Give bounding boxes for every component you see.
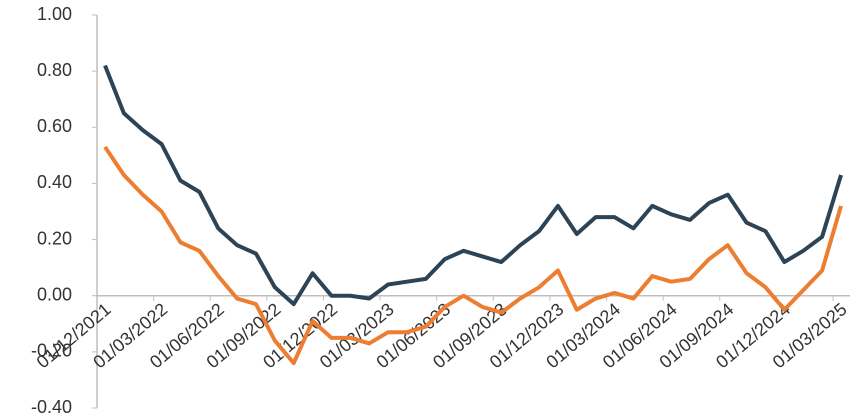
y-tick-label: -0.40 [31,397,72,417]
y-tick-label: -0.20 [31,341,72,361]
y-tick-label: 1.00 [37,4,72,24]
series-line [103,145,843,366]
y-tick-label: 0.20 [37,228,72,248]
y-tick-label: 0.40 [37,172,72,192]
y-tick-label: 0.00 [37,284,72,304]
y-tick-label: 0.80 [37,60,72,80]
series-line [103,64,843,307]
y-tick-label: 0.60 [37,116,72,136]
